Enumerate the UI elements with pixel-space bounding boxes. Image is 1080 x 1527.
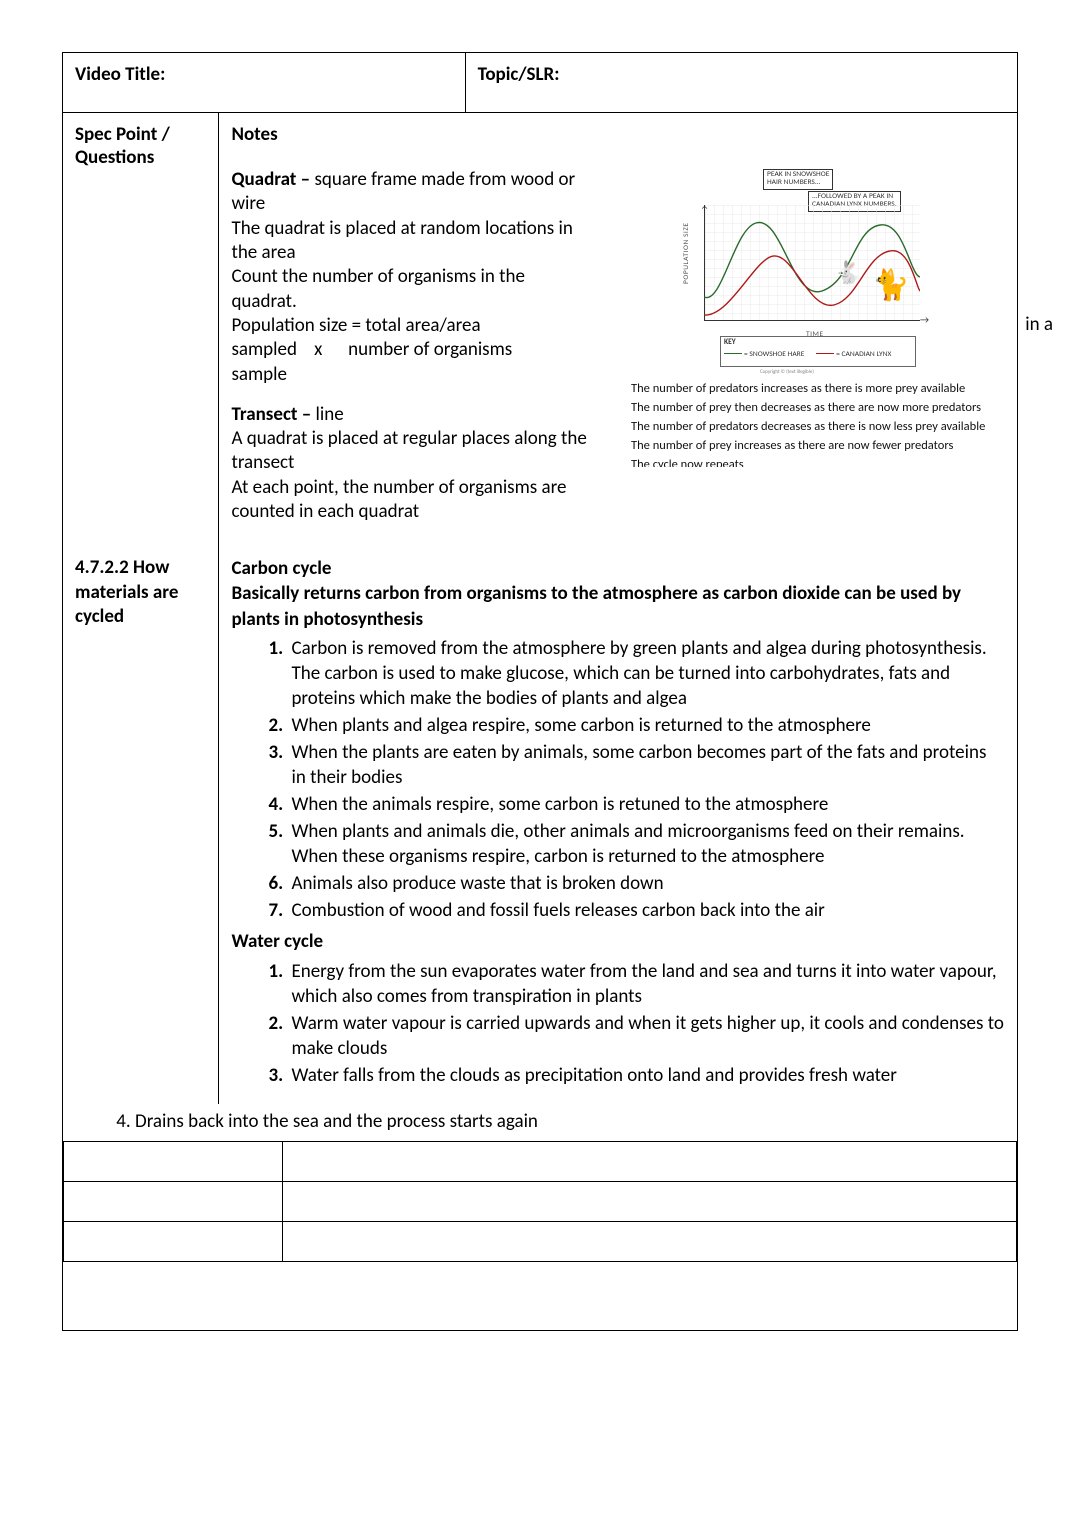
table-row <box>64 1181 1017 1221</box>
population-graph: PEAK IN SNOWSHOE HAIR NUMBERS... ...FOLL… <box>688 169 946 369</box>
section-1: Spec Point / Questions Notes Quadrat – s… <box>63 113 1017 542</box>
water-list-tail: Drains back into the sea and the process… <box>105 1110 1005 1133</box>
pp-l5: The cycle now repeats <box>631 455 1003 467</box>
carbon-cycle-intro: Basically returns carbon from organisms … <box>231 581 1005 631</box>
predator-prey-explain: The number of predators increases as the… <box>631 379 1003 467</box>
carbon-item: Animals also produce waste that is broke… <box>287 871 1005 896</box>
water-list: Energy from the sun evaporates water fro… <box>231 959 1005 1088</box>
carbon-item: Combustion of wood and fossil fuels rele… <box>287 898 1005 923</box>
quadrat-line3: Count the number of organisms in the qua… <box>231 265 589 314</box>
water-item: Water falls from the clouds as precipita… <box>287 1063 1005 1088</box>
quadrat-line1: Quadrat – square frame made from wood or… <box>231 168 589 217</box>
pp-l4: The number of prey increases as there ar… <box>631 436 1003 455</box>
pp-l3: The number of predators decreases as the… <box>631 417 1003 436</box>
hare-icon: 🐇 <box>834 259 861 286</box>
water-item: Warm water vapour is carried upwards and… <box>287 1011 1005 1061</box>
transect-def: line <box>316 403 344 426</box>
bottom-spacer <box>63 1262 1017 1330</box>
cell <box>283 1221 1017 1261</box>
carbon-item: When the animals respire, some carbon is… <box>287 792 1005 817</box>
carbon-cycle-heading: Carbon cycle <box>231 556 1005 581</box>
blank-table <box>63 1141 1017 1262</box>
carbon-item: Carbon is removed from the atmosphere by… <box>287 636 1005 711</box>
lynx-icon: 🐈 <box>872 267 909 304</box>
quadrat-line5: sample <box>231 363 589 387</box>
y-arrow-icon: ↑ <box>700 203 709 216</box>
spec-point-2: 4.7.2.2 How materials are cycled <box>63 542 219 1104</box>
video-title-cell: Video Title: <box>63 53 466 112</box>
page: Video Title: Topic/SLR: Spec Point / Que… <box>0 0 1080 1391</box>
lynx-swatch-icon <box>816 353 834 354</box>
pp-l2: The number of prey then decreases as the… <box>631 398 1003 417</box>
transect-bold: Transect – <box>231 403 315 426</box>
water-item-4: Drains back into the sea and the process… <box>135 1110 1005 1133</box>
notes-col-2: Carbon cycle Basically returns carbon fr… <box>219 542 1017 1104</box>
spec-point-header: Spec Point / Questions <box>63 113 219 542</box>
transect-line1: Transect – line <box>231 403 589 427</box>
graph-copyright: Copyright © (text illegible) <box>760 369 814 375</box>
hare-swatch-icon <box>724 353 742 354</box>
spec2-label: 4.7.2.2 How materials are cycled <box>75 556 178 628</box>
wrap-fragment-in-a: in a <box>1025 313 1053 336</box>
header-row: Video Title: Topic/SLR: <box>63 53 1017 113</box>
carbon-item: When plants and animals die, other anima… <box>287 819 1005 869</box>
quadrat-line4: Population size = total area/area sample… <box>231 314 589 363</box>
worksheet-frame: Video Title: Topic/SLR: Spec Point / Que… <box>62 52 1018 1331</box>
q4c: number of organisms <box>348 338 512 361</box>
table-row <box>64 1141 1017 1181</box>
y-axis-label: POPULATION SIZE <box>682 223 691 285</box>
callout-peak-hare: PEAK IN SNOWSHOE HAIR NUMBERS... <box>763 169 833 190</box>
spec-point-label: Spec Point / Questions <box>75 123 170 169</box>
key-hare: = SNOWSHOE HARE <box>744 350 804 359</box>
cell <box>283 1181 1017 1221</box>
carbon-item: When plants and algea respire, some carb… <box>287 713 1005 738</box>
transect-line2: A quadrat is placed at regular places al… <box>231 427 589 476</box>
carbon-list: Carbon is removed from the atmosphere by… <box>231 636 1005 924</box>
quadrat-bold: Quadrat – <box>231 168 314 191</box>
carbon-item: When the plants are eaten by animals, so… <box>287 740 1005 790</box>
topic-cell: Topic/SLR: <box>466 53 1017 112</box>
pp-l1: The number of predators increases as the… <box>631 379 1003 398</box>
q4b: x <box>314 338 322 361</box>
notes-col-1: Notes Quadrat – square frame made from w… <box>219 113 1017 542</box>
cell <box>64 1141 283 1181</box>
cell <box>283 1141 1017 1181</box>
water-item-4-row: Drains back into the sea and the process… <box>63 1104 1017 1141</box>
notes-heading: Notes <box>231 123 1009 146</box>
section-2: 4.7.2.2 How materials are cycled Carbon … <box>63 542 1017 1104</box>
water-cycle-heading: Water cycle <box>231 929 1005 954</box>
cell <box>64 1221 283 1261</box>
predator-prey-figure: PEAK IN SNOWSHOE HAIR NUMBERS... ...FOLL… <box>631 169 1003 467</box>
quadrat-transect-text: Quadrat – square frame made from wood or… <box>231 168 589 524</box>
quadrat-line2: The quadrat is placed at random location… <box>231 217 589 266</box>
key-title: KEY <box>724 338 736 347</box>
key-lynx: = CANADIAN LYNX <box>836 350 891 359</box>
table-row <box>64 1221 1017 1261</box>
water-item: Energy from the sun evaporates water fro… <box>287 959 1005 1009</box>
key-row: = SNOWSHOE HARE = CANADIAN LYNX <box>724 350 912 361</box>
video-title-label: Video Title: <box>75 63 165 86</box>
cell <box>64 1181 283 1221</box>
legend-box: KEY = SNOWSHOE HARE = CANADIAN LYNX <box>720 336 916 367</box>
topic-label: Topic/SLR: <box>478 63 560 86</box>
transect-line3: At each point, the number of organisms a… <box>231 476 589 525</box>
gap <box>231 387 589 403</box>
x-arrow-icon: → <box>920 313 929 326</box>
